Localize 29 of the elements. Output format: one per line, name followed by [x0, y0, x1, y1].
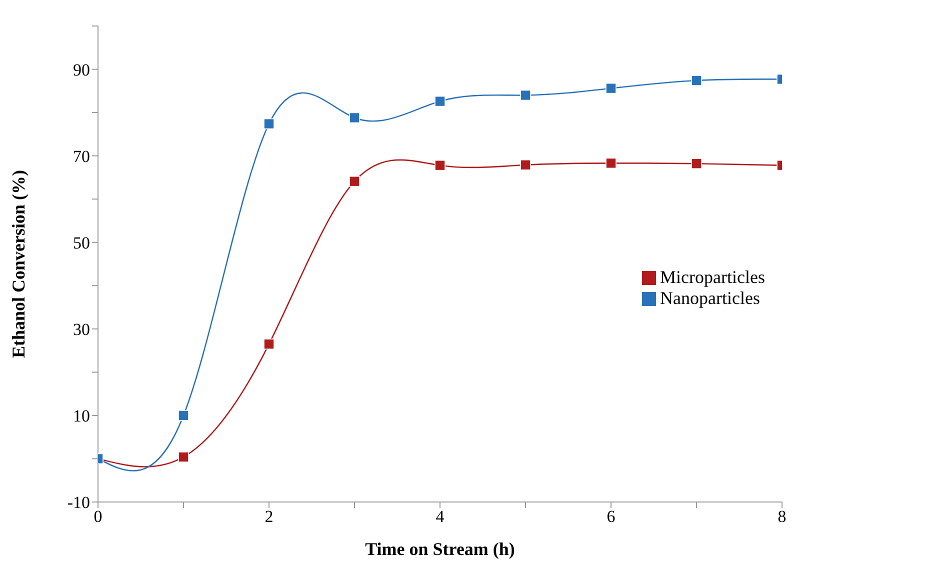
point	[691, 75, 702, 86]
point	[264, 338, 274, 350]
y-tick-label: 10	[73, 406, 90, 426]
point	[520, 90, 531, 101]
point	[264, 118, 274, 130]
point	[520, 160, 531, 170]
x-tick-label: 2	[264, 507, 274, 526]
x-tick-label: 6	[606, 507, 616, 526]
point	[349, 176, 360, 187]
y-tick-label: -10	[67, 493, 90, 512]
x-tick-label: 0	[94, 507, 102, 526]
point	[691, 158, 702, 170]
y-tick-label: 70	[73, 146, 90, 166]
y-axis-title: Ethanol Conversion (%)	[8, 170, 28, 358]
y-tick-label: 90	[73, 60, 90, 80]
legend-label: Nanoparticles	[660, 288, 760, 308]
y-tick-label: 50	[73, 233, 90, 252]
point	[434, 96, 446, 107]
point	[178, 452, 189, 462]
legend-label: Microparticles	[660, 266, 765, 286]
point	[434, 160, 446, 171]
x-tick-label: 4	[436, 507, 445, 526]
x-axis-title: Time on Stream (h)	[365, 539, 515, 559]
point	[349, 112, 360, 124]
point	[606, 158, 616, 169]
point	[606, 82, 616, 94]
y-tick-label: 30	[73, 320, 90, 339]
point	[178, 410, 189, 421]
x-tick-label: 8	[778, 507, 786, 526]
